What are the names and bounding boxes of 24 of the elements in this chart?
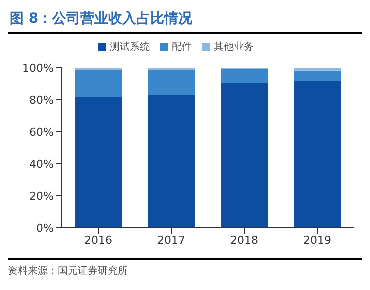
y-tick-label: 100% [22,62,54,75]
bar [75,97,122,228]
legend-label: 测试系统 [110,42,150,53]
bar [294,80,342,228]
legend-label: 配件 [172,42,192,53]
bar [221,69,268,84]
bar [221,83,268,228]
x-tick-label: 2016 [84,234,112,247]
x-tick-label: 2017 [158,234,186,247]
chart-title: 图 8：公司营业收入占比情况 [8,8,362,34]
bar [148,70,196,96]
legend-label: 其他业务 [214,42,254,53]
y-tick-label: 80% [30,94,54,107]
bar [148,95,196,228]
y-tick-label: 60% [30,126,54,139]
y-tick-label: 0% [36,222,54,235]
x-tick-label: 2019 [304,234,332,247]
text: 资料来源：国元证券研究所 [8,264,129,278]
x-tick-label: 2018 [230,234,258,247]
y-tick-label: 40% [30,158,54,171]
bar [75,70,122,98]
bar [294,68,342,71]
y-tick-label: 20% [30,190,54,203]
bar [294,70,342,81]
